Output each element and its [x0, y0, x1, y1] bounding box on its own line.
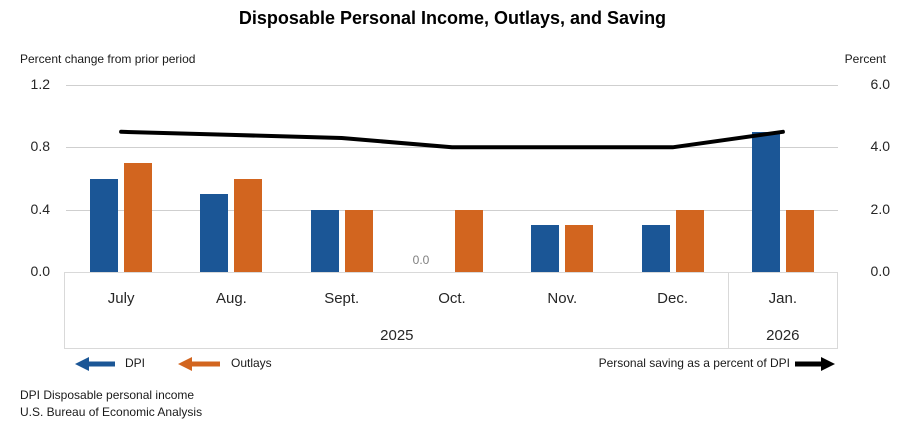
- saving-line: [119, 129, 785, 150]
- year-group-divider: [727, 272, 729, 349]
- bar-outlays: [785, 209, 814, 272]
- outlays-arrow-icon: [178, 357, 220, 376]
- x-axis-year-label: 2026: [766, 327, 800, 344]
- bar-dpi: [641, 225, 670, 272]
- bar-outlays: [675, 209, 704, 272]
- left-axis-caption: Percent change from prior period: [20, 52, 196, 66]
- y-axis-tick-right: 0.0: [870, 263, 890, 279]
- bar-dpi: [200, 194, 229, 272]
- saving-arrow-icon: [795, 357, 835, 376]
- chart-title: Disposable Personal Income, Outlays, and…: [238, 8, 667, 28]
- x-axis-month-label: Dec.: [657, 290, 688, 307]
- x-axis-year-label: 2025: [380, 327, 414, 344]
- x-axis-month-label: Jan.: [768, 290, 798, 307]
- bar-dpi: [310, 209, 339, 272]
- y-axis-tick-right: 2.0: [870, 200, 890, 217]
- gridline: [66, 209, 838, 211]
- bar-dpi: [751, 131, 780, 272]
- dpi-arrow-icon: [75, 357, 115, 376]
- bar-dpi: [90, 178, 119, 272]
- bar-outlays: [344, 209, 373, 272]
- legend-dpi-label: DPI: [125, 356, 146, 370]
- right-axis-caption: Percent: [844, 52, 886, 66]
- x-axis-month-label: Sept.: [324, 290, 360, 307]
- plot-area: 0.0: [66, 85, 838, 272]
- y-axis-tick-left: 0.0: [30, 263, 50, 279]
- y-axis-tick-left: 1.2: [30, 76, 50, 92]
- bar-dpi: [531, 225, 560, 272]
- x-axis-month-label: Aug.: [215, 290, 247, 307]
- gridline: [66, 85, 838, 86]
- footnote-source: U.S. Bureau of Economic Analysis: [20, 405, 203, 419]
- y-axis-tick-left: 0.8: [30, 138, 50, 155]
- zero-value-label: 0.0: [412, 253, 430, 267]
- bar-outlays: [124, 162, 153, 272]
- x-axis-box: [64, 272, 838, 349]
- y-axis-tick-right: 4.0: [870, 138, 890, 155]
- bar-outlays: [234, 178, 263, 272]
- x-axis-month-label: July: [107, 290, 135, 307]
- x-axis-month-label: Oct.: [438, 290, 466, 307]
- legend-saving-label: Personal saving as a percent of DPI: [598, 356, 790, 370]
- saving-line-svg: [119, 129, 785, 150]
- bar-outlays: [565, 225, 594, 272]
- footnote-dpi-definition: DPI Disposable personal income: [20, 388, 195, 402]
- y-axis-tick-left: 0.4: [30, 200, 50, 217]
- y-axis-tick-right: 6.0: [870, 76, 890, 92]
- legend-outlays-label: Outlays: [231, 356, 272, 370]
- x-axis-month-label: Nov.: [547, 290, 578, 307]
- bar-outlays: [455, 209, 483, 272]
